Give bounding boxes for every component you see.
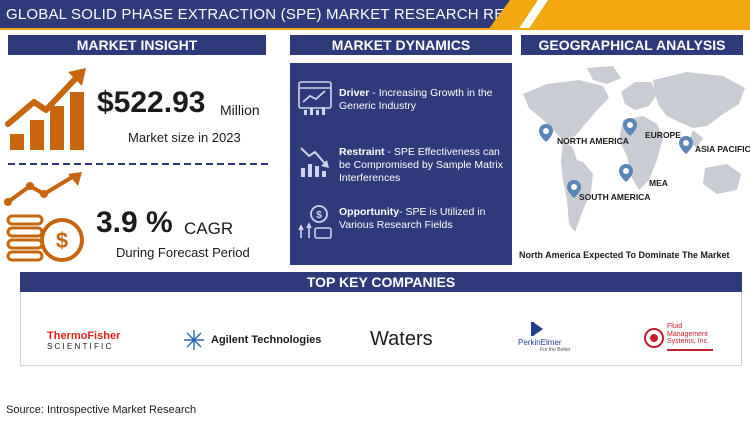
fms-seal-icon xyxy=(644,328,664,348)
geographical-analysis-heading: GEOGRAPHICAL ANALYSIS xyxy=(521,35,743,55)
cagr-caption: During Forecast Period xyxy=(116,245,250,260)
market-dynamics-heading: MARKET DYNAMICS xyxy=(290,35,512,55)
map-pin-asia-pacific-icon xyxy=(679,136,693,154)
top-key-companies-heading: TOP KEY COMPANIES xyxy=(20,272,742,292)
top-key-companies-box: TOP KEY COMPANIES ThermoFisher SCIENTIFI… xyxy=(20,272,742,366)
region-label-south-america: SOUTH AMERICA xyxy=(579,192,651,202)
source-note: Source: Introspective Market Research xyxy=(6,404,197,416)
cagr-unit: CAGR xyxy=(184,219,234,238)
cagr-value: 3.9 % xyxy=(96,206,173,239)
growth-bar-chart-icon xyxy=(5,68,86,150)
market-insight-heading: MARKET INSIGHT xyxy=(8,35,266,55)
restraint-text: Restraint - SPE Effectiveness can be Com… xyxy=(339,146,503,184)
growth-coin-icon: $ xyxy=(298,205,332,239)
map-pin-north-america-icon xyxy=(539,124,553,142)
region-label-mea: MEA xyxy=(649,178,668,188)
market-size-value: $522.93 xyxy=(97,86,206,119)
report-title: GLOBAL SOLID PHASE EXTRACTION (SPE) MARK… xyxy=(6,6,547,23)
dashed-divider xyxy=(8,163,270,165)
market-dynamics-panel: Driver - Increasing Growth in the Generi… xyxy=(290,63,512,265)
coin-growth-icon: $ xyxy=(4,172,84,262)
region-label-europe: EUROPE xyxy=(645,130,681,140)
svg-text:$: $ xyxy=(56,228,68,253)
rising-chart-icon xyxy=(298,81,332,115)
geographical-analysis-panel: NORTH AMERICA EUROPE ASIA PACIFIC MEA SO… xyxy=(517,60,750,272)
driver-text: Driver - Increasing Growth in the Generi… xyxy=(339,87,493,112)
header-bar: GLOBAL SOLID PHASE EXTRACTION (SPE) MARK… xyxy=(0,0,750,30)
waters-logo: Waters xyxy=(370,328,433,350)
falling-chart-icon xyxy=(300,147,329,177)
opportunity-text: Opportunity- SPE is Utilized in Various … xyxy=(339,206,486,231)
map-pin-mea-icon xyxy=(619,164,633,182)
market-size-caption: Market size in 2023 xyxy=(128,130,241,145)
region-label-asia-pacific: ASIA PACIFIC xyxy=(695,144,750,154)
market-size-unit: Million xyxy=(220,102,260,118)
map-pin-south-america-icon xyxy=(567,180,581,198)
header-gold-line xyxy=(0,28,750,30)
svg-text:$: $ xyxy=(316,210,322,221)
thermofisher-logo: ThermoFisher SCIENTIFIC xyxy=(47,330,121,352)
geo-note: North America Expected To Dominate The M… xyxy=(519,250,730,260)
perkinelmer-mark-icon xyxy=(531,322,543,336)
fms-underline xyxy=(667,349,713,351)
agilent-spark-icon xyxy=(184,330,204,350)
region-label-north-america: NORTH AMERICA xyxy=(557,136,629,146)
header-accent-stripe xyxy=(488,0,750,30)
map-pin-europe-icon xyxy=(623,118,637,136)
